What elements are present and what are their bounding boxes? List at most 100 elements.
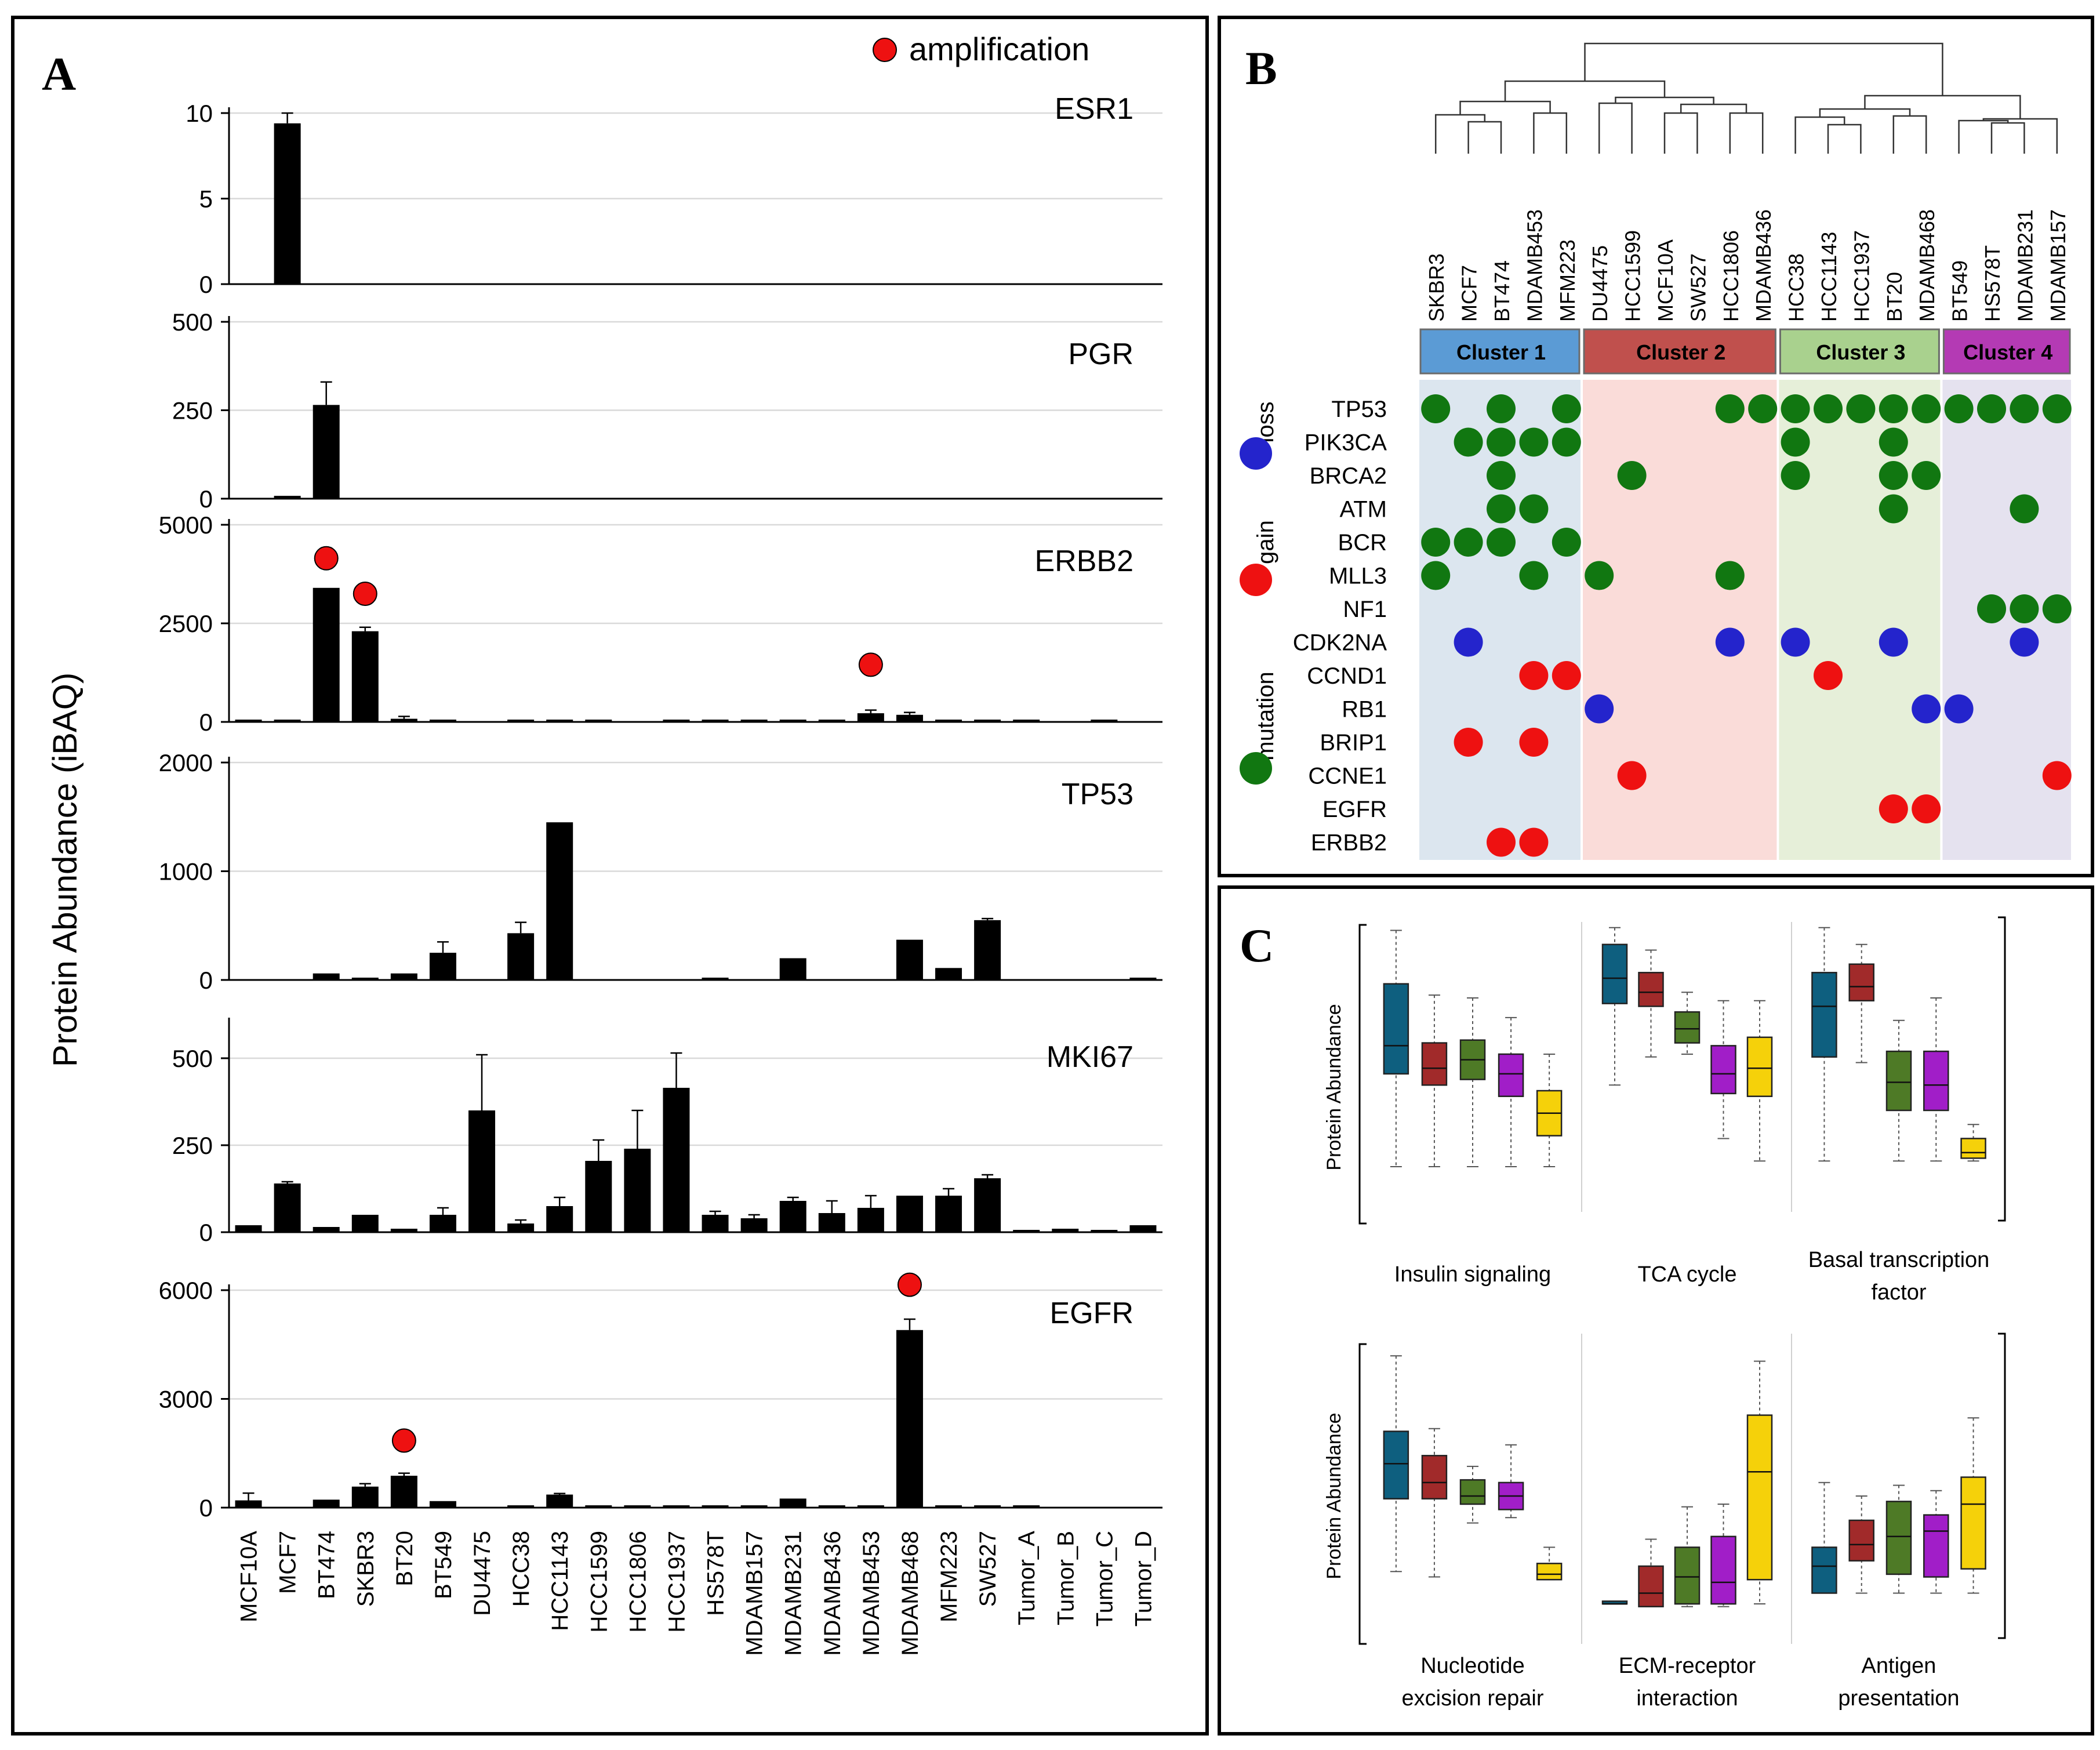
y-tick-label: 2500 xyxy=(159,610,213,637)
mutation-dot xyxy=(1715,394,1745,423)
x-tick-label: MCF7 xyxy=(275,1531,301,1594)
x-tick-label: HS578T xyxy=(703,1531,729,1616)
box xyxy=(1746,1036,1773,1097)
dendrogram-link xyxy=(1729,112,1764,154)
box xyxy=(1811,972,1837,1058)
boxplot-3: Basal transcription factor xyxy=(1808,927,1989,1305)
y-tick-label: 0 xyxy=(199,1219,213,1246)
side-label-mutation: mutation xyxy=(1253,671,1278,760)
amplification-marker xyxy=(391,1428,416,1453)
bar xyxy=(702,1505,729,1508)
x-tick-label: DU4475 xyxy=(470,1531,495,1616)
bar xyxy=(1013,1505,1040,1508)
panel-c-frame xyxy=(1218,885,2094,1736)
boxplot-4: Nucleotide excision repair xyxy=(1383,1355,1563,1711)
dendrogram-link xyxy=(1958,119,2009,154)
mutation-dot xyxy=(1814,394,1843,423)
dendrogram-link xyxy=(1827,124,1862,154)
bar xyxy=(274,496,301,499)
panel-b-frame xyxy=(1218,16,2094,877)
x-tick-label: HCC1599 xyxy=(586,1531,612,1633)
mutation-dot xyxy=(1879,494,1908,524)
bar xyxy=(857,1208,884,1232)
amplification-marker xyxy=(897,1272,922,1297)
gain-dot xyxy=(1487,827,1516,857)
bar xyxy=(313,1500,340,1508)
box xyxy=(1960,1138,1986,1159)
bar xyxy=(779,958,806,980)
chart-title: PGR xyxy=(1068,337,1133,371)
x-axis-labels: MCF10A MCF7 BT474 SKBR3 BT20 BT549 DU4475 HCC38… xyxy=(237,1531,1157,1656)
dendrogram xyxy=(1434,42,2058,154)
cluster-header-label: Cluster 4 xyxy=(1963,340,2052,364)
bar xyxy=(429,1215,456,1232)
bar xyxy=(274,123,301,284)
panel-a-ylabel: Protein Abundance (iBAQ) xyxy=(46,673,84,1067)
x-tick-label: MDAMB468 xyxy=(898,1531,923,1656)
mutation-dot xyxy=(1421,561,1451,590)
mutation-dot xyxy=(2042,594,2072,623)
bar-chart-egfr: 0 3000 6000 EGFR xyxy=(159,1272,1162,1522)
pathway-label: TCA cycle xyxy=(1637,1262,1736,1287)
column-label: HCC1937 xyxy=(1850,230,1873,322)
gain-dot xyxy=(2042,761,2072,790)
column-label: MFM223 xyxy=(1556,239,1579,322)
bar xyxy=(429,953,456,980)
mutation-dot xyxy=(2010,494,2039,524)
mutation-dot xyxy=(1552,394,1581,423)
legend-loss-dot xyxy=(1240,437,1272,470)
side-label-gain: gain xyxy=(1253,520,1278,564)
box xyxy=(1638,1565,1664,1607)
mutation-dot xyxy=(1552,528,1581,557)
bar xyxy=(779,1498,806,1508)
x-tick-label: Tumor_C xyxy=(1092,1531,1117,1626)
chart-title: TP53 xyxy=(1062,778,1133,811)
y-tick-label: 500 xyxy=(172,308,213,336)
mutation-dot xyxy=(1487,528,1516,557)
mutation-dot xyxy=(1454,528,1483,557)
bracket-left xyxy=(1358,924,1367,1225)
box xyxy=(1885,1050,1912,1112)
pathway-label: factor xyxy=(1871,1280,1926,1305)
loss-dot xyxy=(1454,627,1483,657)
box xyxy=(1601,943,1628,1004)
bar xyxy=(818,720,845,722)
gain-dot xyxy=(1814,661,1843,690)
bar xyxy=(740,1505,768,1508)
bar-chart-erbb2: 0 2500 5000 ERBB2 xyxy=(159,511,1162,736)
bar xyxy=(1091,1230,1118,1232)
y-tick-label: 5 xyxy=(199,186,213,213)
bar-chart-mki67: 0 250 500 MKI67 xyxy=(172,1018,1162,1246)
dendrogram-link xyxy=(1467,121,1502,154)
mutation-dot xyxy=(1421,394,1451,423)
row-label: TP53 xyxy=(1331,397,1387,422)
x-tick-label: HCC1937 xyxy=(664,1531,689,1633)
row-label: BRIP1 xyxy=(1320,730,1387,756)
mutation-dot xyxy=(1944,394,1974,423)
bar xyxy=(1091,720,1118,722)
row-label: RB1 xyxy=(1342,697,1387,722)
column-label: SKBR3 xyxy=(1425,253,1448,322)
x-tick-label: SKBR3 xyxy=(353,1531,379,1607)
cluster-header xyxy=(1419,328,1581,375)
bar xyxy=(896,939,923,980)
column-label: MDAMB157 xyxy=(2046,209,2070,322)
bar xyxy=(507,1223,535,1232)
bar xyxy=(313,587,340,722)
row-label: NF1 xyxy=(1343,597,1387,622)
box xyxy=(1710,1045,1736,1095)
mutation-dot xyxy=(1912,461,1941,490)
column-label: MDAMB436 xyxy=(1752,209,1775,322)
bar xyxy=(585,1505,612,1508)
amplification-marker xyxy=(314,546,339,571)
bar xyxy=(935,1505,962,1508)
row-label: BCR xyxy=(1338,530,1387,556)
chart-title: ERBB2 xyxy=(1034,544,1133,578)
column-label: BT20 xyxy=(1883,272,1906,322)
cluster-header xyxy=(1942,328,2071,375)
bar xyxy=(935,968,962,980)
bracket-right xyxy=(1998,1333,2006,1639)
box xyxy=(1710,1535,1736,1605)
